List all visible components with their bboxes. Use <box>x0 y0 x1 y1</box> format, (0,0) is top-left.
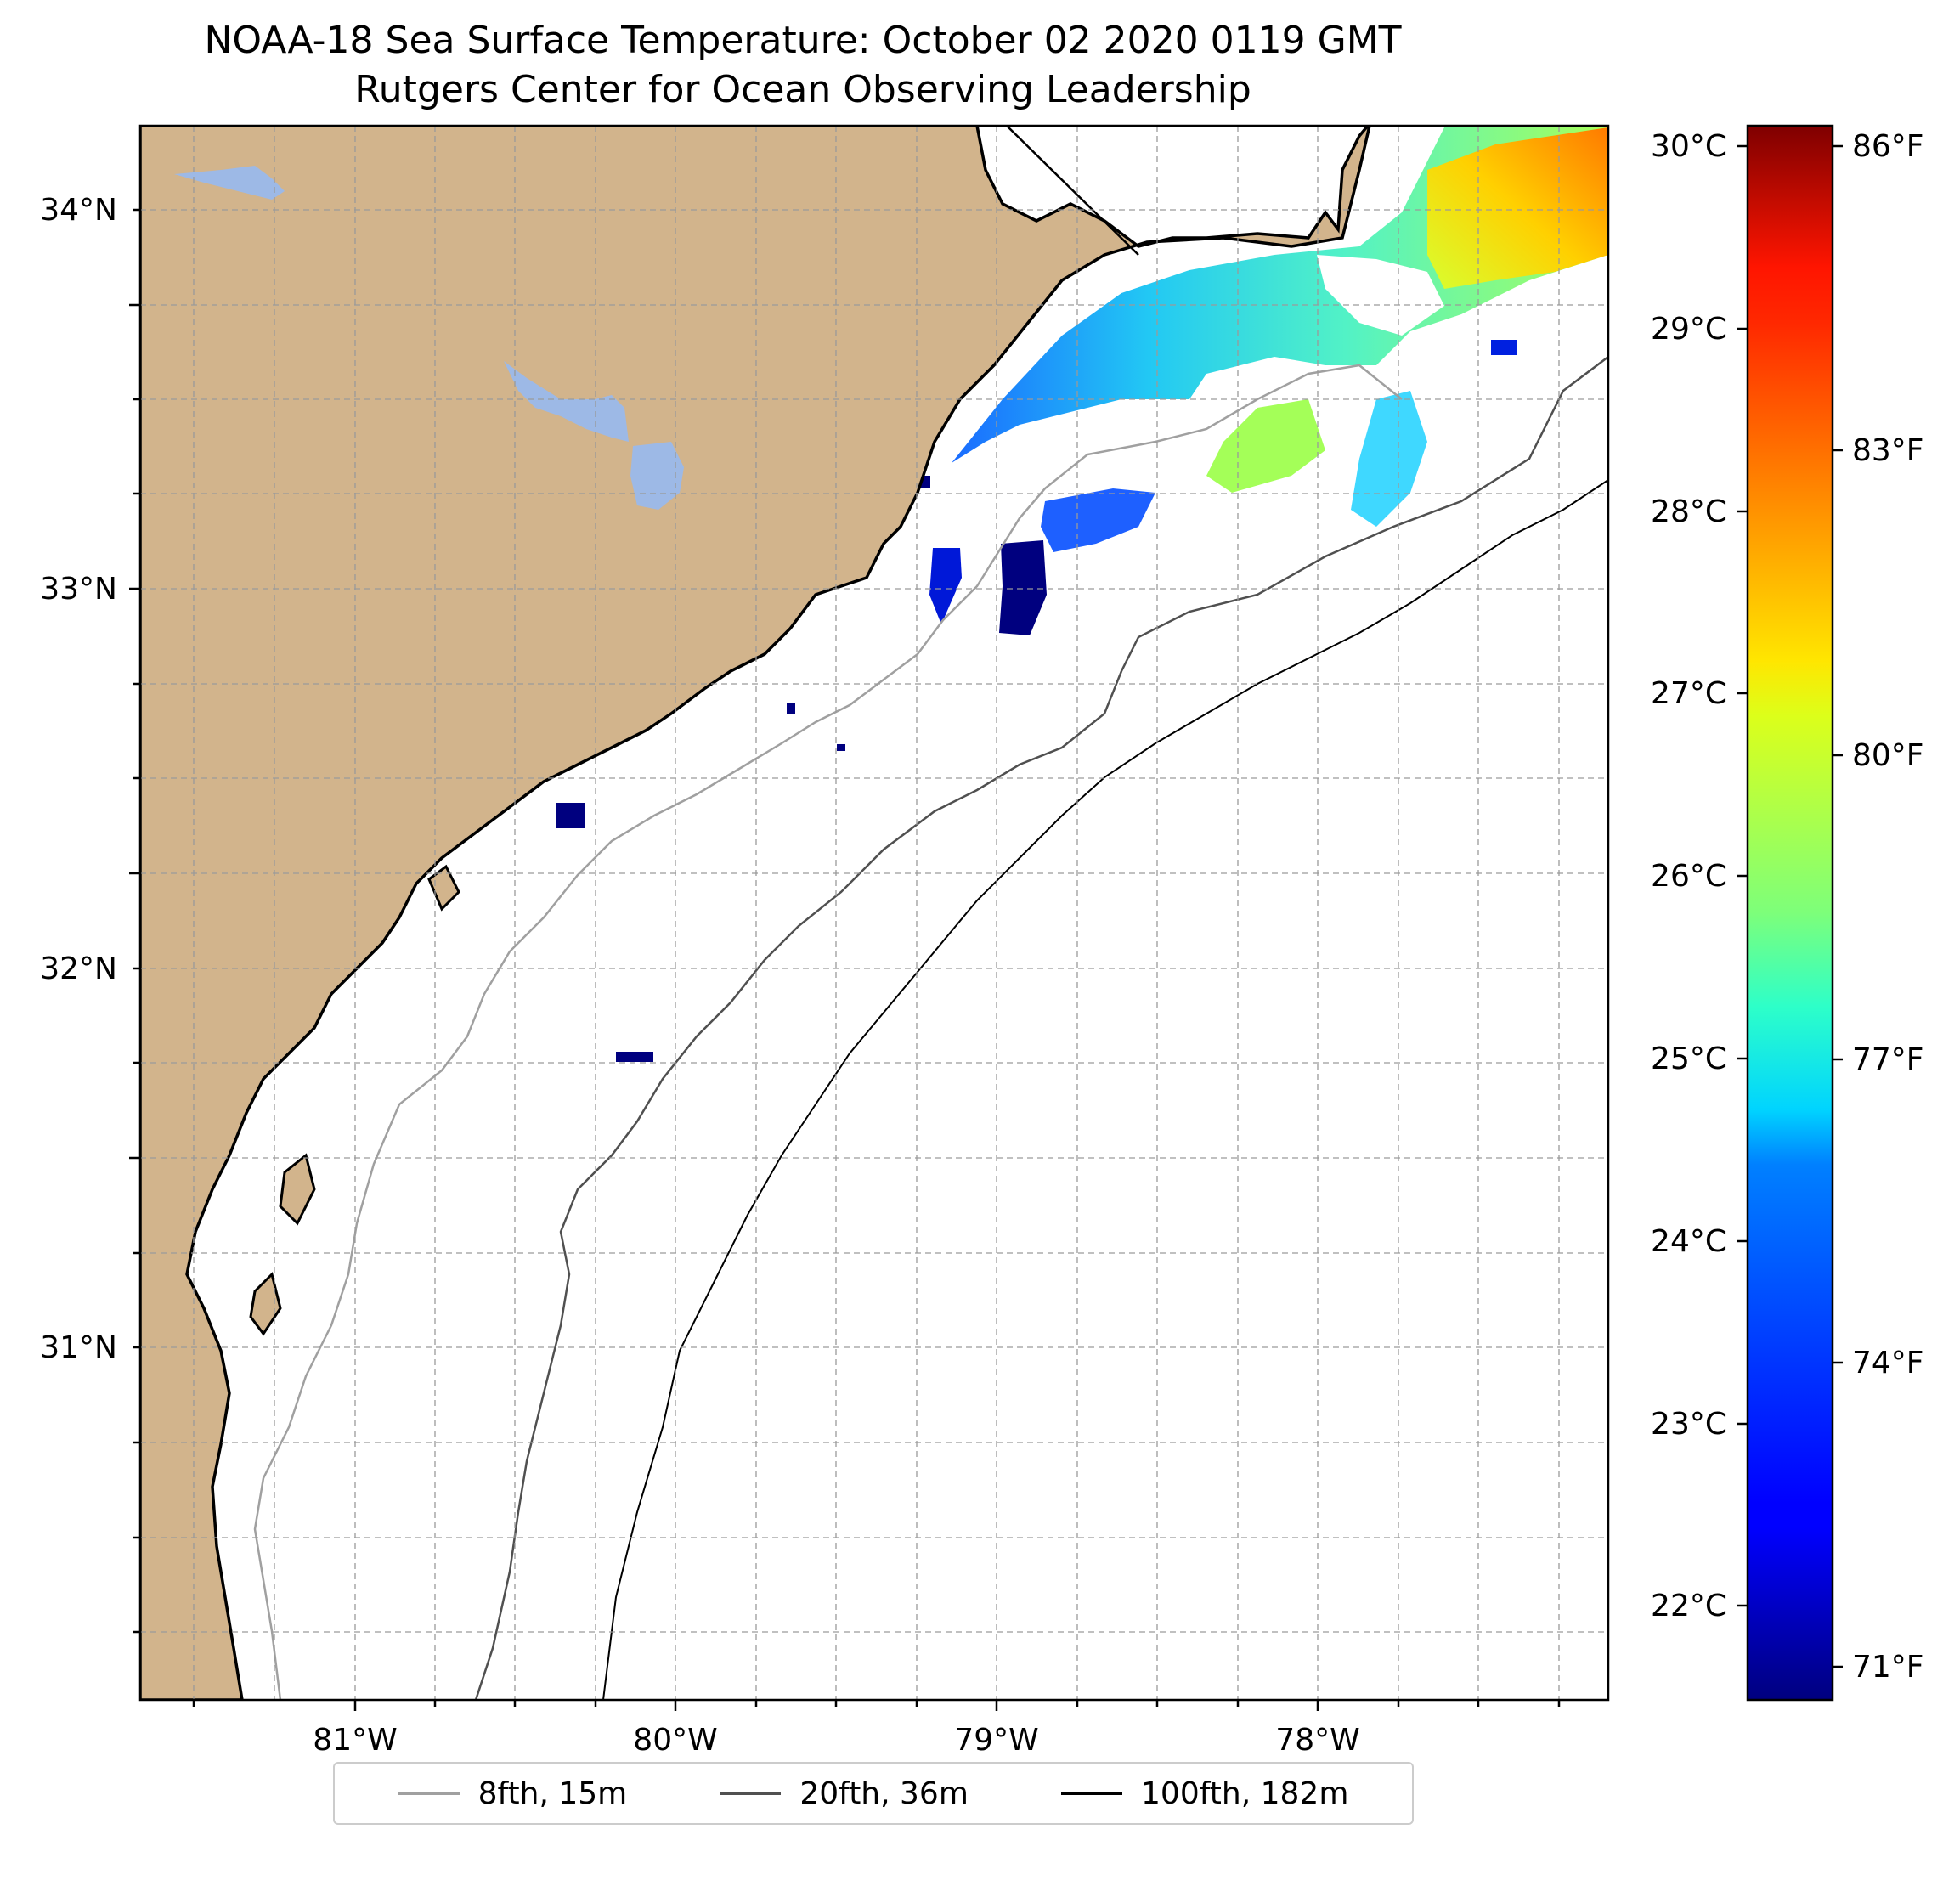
colorbar-label-74f: 74°F <box>1852 1346 1924 1380</box>
isobath-8fth <box>253 364 1403 1700</box>
lake-marion <box>504 361 629 442</box>
colorbar-fahrenheit-ticks <box>1833 144 1843 1668</box>
sst-patch-dark-1 <box>999 540 1047 635</box>
x-axis <box>192 1700 1561 1711</box>
sst-patch-dark-6 <box>837 744 845 751</box>
x-tick-label-79w: 79°W <box>954 1723 1038 1758</box>
colorbar-label-77f: 77°F <box>1852 1042 1924 1077</box>
colorbar-celsius-ticks <box>1737 144 1748 1607</box>
state-border <box>1006 126 1139 256</box>
map-title-line-2: Rutgers Center for Ocean Observing Leade… <box>354 68 1251 111</box>
colorbar-label-25c: 25°C <box>1651 1042 1726 1076</box>
lake-north <box>174 166 285 200</box>
legend-swatch-100fth <box>1061 1792 1123 1795</box>
legend-item-20fth: 20fth, 36m <box>720 1776 969 1811</box>
legend-item-8fth: 8fth, 15m <box>398 1776 628 1811</box>
isobath-100fth <box>602 479 1608 1700</box>
sst-patch-dark-4 <box>616 1052 653 1062</box>
x-tick-label-80w: 80°W <box>633 1723 717 1758</box>
x-tick-label-78w: 78°W <box>1275 1723 1359 1758</box>
colorbar-label-28c: 28°C <box>1651 494 1726 529</box>
sst-patch-dark-8 <box>1491 340 1517 355</box>
colorbar-label-86f: 86°F <box>1852 129 1924 164</box>
sea-island-1 <box>279 1153 316 1226</box>
map-area <box>140 126 1608 1700</box>
sst-data-layer <box>556 127 1608 1062</box>
colorbar-label-24c: 24°C <box>1651 1224 1726 1259</box>
gridlines <box>140 126 1608 1700</box>
sst-patch-dark-7 <box>787 703 795 714</box>
sst-swath-green-filament <box>1206 399 1325 493</box>
colorbar-label-23c: 23°C <box>1651 1407 1726 1442</box>
isobath-20fth <box>474 356 1608 1700</box>
sst-swath-east-filament <box>1351 391 1427 527</box>
land-mainland <box>140 126 1371 1700</box>
x-tick-label-81w: 81°W <box>313 1723 397 1758</box>
map-frame <box>138 124 1610 1702</box>
colorbar-label-29c: 29°C <box>1651 312 1726 347</box>
y-tick-label-33n: 33°N <box>40 572 117 607</box>
isobath-legend: 8fth, 15m 20fth, 36m 100fth, 182m <box>333 1762 1414 1825</box>
y-tick-label-34n: 34°N <box>40 193 117 228</box>
sst-swath-warm-northeast <box>1427 127 1608 289</box>
colorbar-label-83f: 83°F <box>1852 433 1924 468</box>
sst-patch-central-blue <box>1041 488 1155 552</box>
y-tick-label-32n: 32°N <box>40 951 117 986</box>
legend-item-100fth: 100fth, 182m <box>1061 1776 1348 1811</box>
colorbar-label-26c: 26°C <box>1651 859 1726 894</box>
lake-moultrie <box>630 442 684 510</box>
legend-swatch-8fth <box>398 1792 460 1795</box>
colorbar-label-71f: 71°F <box>1852 1650 1924 1685</box>
colorbar-label-22c: 22°C <box>1651 1589 1726 1623</box>
colorbar-label-27c: 27°C <box>1651 676 1726 711</box>
sea-island-3 <box>427 864 460 912</box>
sst-patch-dark-2 <box>929 548 962 624</box>
y-axis <box>129 208 140 1634</box>
y-tick-label-31n: 31°N <box>40 1330 117 1365</box>
colorbar <box>1746 124 1834 1702</box>
colorbar-label-80f: 80°F <box>1852 738 1924 773</box>
legend-swatch-20fth <box>720 1792 782 1795</box>
sea-island-4 <box>1317 255 1444 336</box>
map-title-line-1: NOAA-18 Sea Surface Temperature: October… <box>204 19 1402 62</box>
legend-label-100fth: 100fth, 182m <box>1141 1776 1349 1811</box>
sst-patch-dark-3 <box>556 803 585 828</box>
legend-label-20fth: 20fth, 36m <box>799 1776 969 1811</box>
sea-island-2 <box>249 1272 282 1336</box>
colorbar-label-30c: 30°C <box>1651 129 1726 164</box>
legend-label-8fth: 8fth, 15m <box>477 1776 628 1811</box>
